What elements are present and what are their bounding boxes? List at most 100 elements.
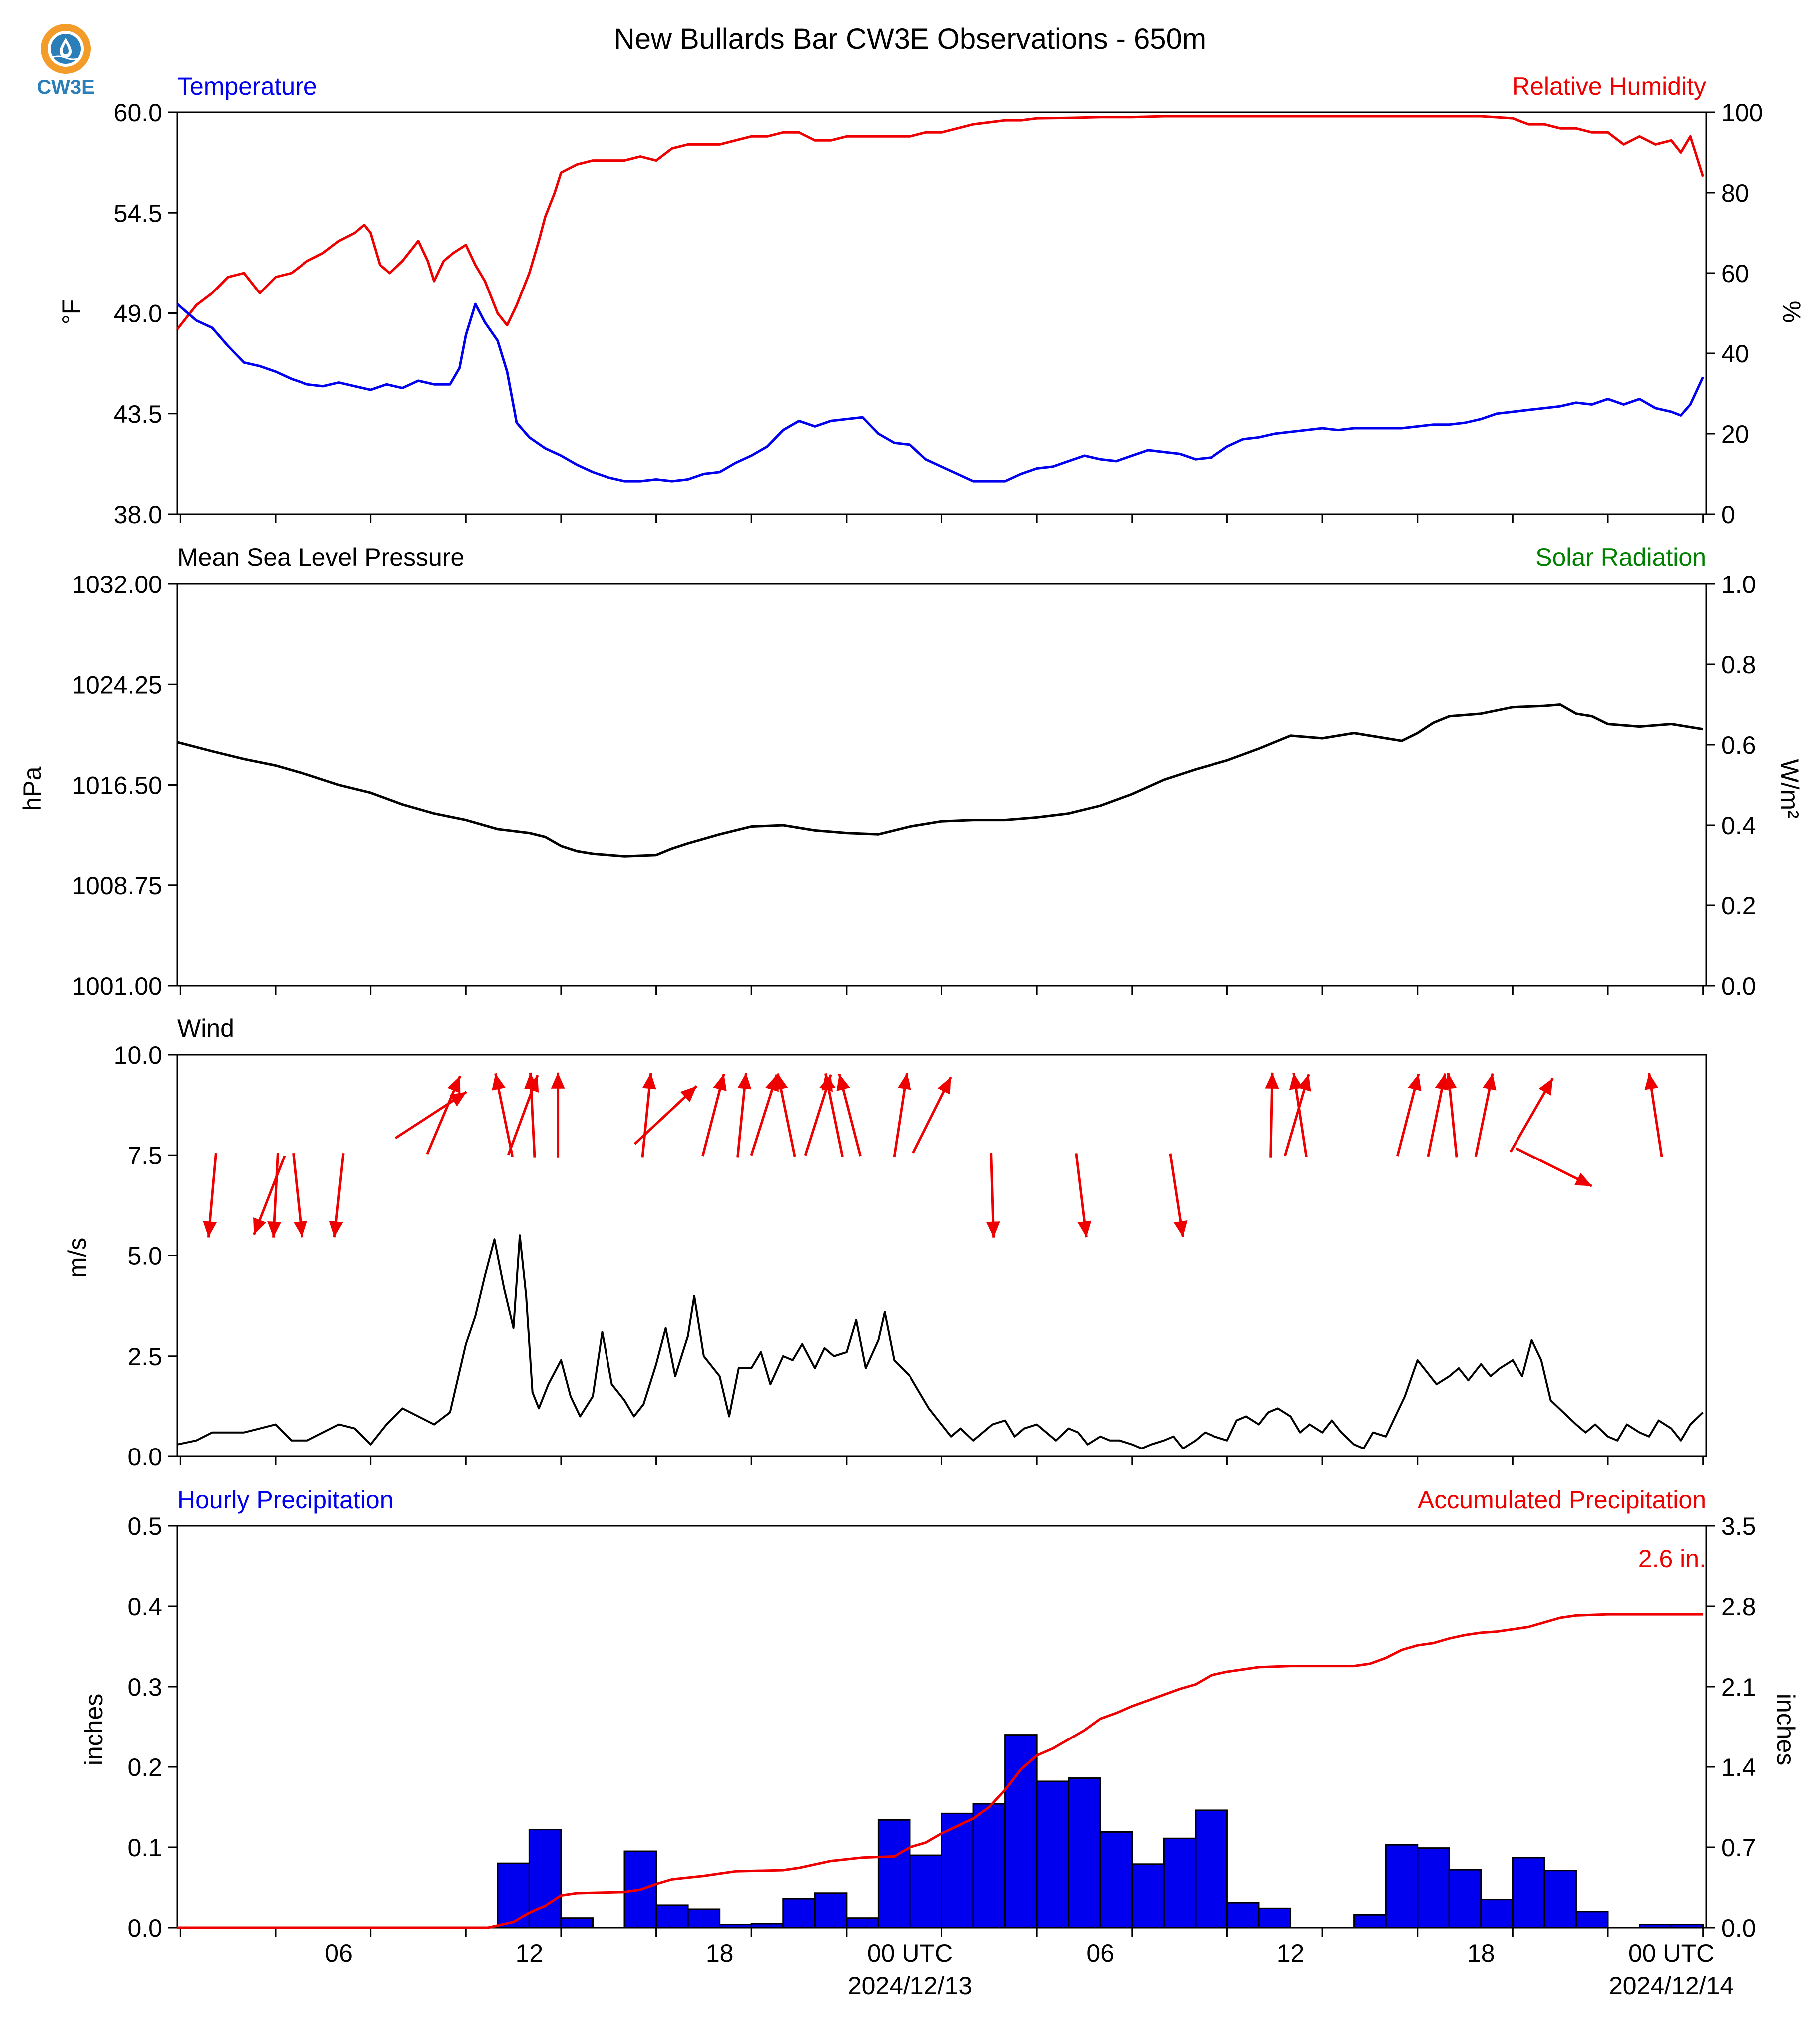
y-right-tick-label: 60 [1721, 260, 1749, 288]
wind-arrow [736, 1072, 752, 1158]
wind-arrow-head [713, 1074, 727, 1091]
wind-arrow [701, 1073, 727, 1157]
wind-arrow-head [449, 1092, 467, 1107]
wind-arrow [329, 1153, 345, 1238]
y-right-tick-label: 0.2 [1721, 892, 1756, 920]
y-left-tick-label: 38.0 [114, 501, 162, 529]
wind-arrow [394, 1091, 468, 1140]
temperature-title: Temperature [177, 72, 317, 100]
cw3e-logo-mark: CW3E [37, 24, 95, 98]
precip-bar [1512, 1857, 1545, 1929]
wind-arrow-head [1538, 1078, 1553, 1096]
wind-arrow [1509, 1077, 1554, 1153]
hourly-precip-title: Hourly Precipitation [177, 1486, 394, 1514]
relative-humidity-line [176, 115, 1704, 330]
precip-bar [1226, 1902, 1260, 1929]
wind-arrow [836, 1073, 862, 1157]
precip-ylabel: inches [80, 1694, 108, 1766]
temperature-line [176, 302, 1704, 483]
chart-title: New Bullards Bar CW3E Observations - 650… [614, 23, 1206, 55]
y-left-tick-label: 7.5 [127, 1142, 162, 1169]
accumulated-precip-line [177, 1613, 1703, 1929]
logo-text: CW3E [37, 76, 95, 98]
precip-bar [1480, 1899, 1514, 1929]
cw3e-logo: CW3E [31, 19, 101, 104]
y-left-tick-label: 43.5 [114, 400, 162, 428]
wind-arrow-head [551, 1072, 565, 1089]
wind-arrow-head [836, 1074, 850, 1091]
precip-bar [750, 1923, 784, 1929]
wind-arrow-head [1574, 1172, 1592, 1186]
precip-bar [972, 1803, 1006, 1929]
x-tick-label: 06 [325, 1939, 353, 1967]
wind-arrow [750, 1074, 779, 1156]
y-right-tick-label: 2.8 [1721, 1593, 1756, 1621]
y-left-tick-label: 0.0 [127, 1914, 162, 1942]
precip-bar [687, 1908, 721, 1929]
wind-arrow-head [1644, 1073, 1659, 1090]
pressure-title: Mean Sea Level Pressure [177, 543, 464, 571]
wind-arrow [1396, 1073, 1422, 1157]
wind-arrow-head [822, 1073, 836, 1091]
temp-frame [176, 111, 1707, 515]
x-tick-label: 06 [1086, 1939, 1114, 1967]
wind-arrow-head [267, 1221, 282, 1238]
wind-arrow [1474, 1073, 1497, 1157]
wind-arrow-head [1265, 1072, 1279, 1089]
y-right-tick-label: 0.7 [1721, 1834, 1756, 1862]
wind-arrow [551, 1072, 565, 1158]
wind-arrow [1443, 1072, 1458, 1158]
wind-arrow [203, 1153, 217, 1238]
wind-arrow-head [1289, 1073, 1303, 1090]
wind-arrow-head [294, 1220, 307, 1238]
precip-bar [560, 1917, 594, 1929]
wind-arrow [492, 1073, 514, 1157]
x-date-label: 2024/12/13 [848, 1972, 972, 2000]
y-left-tick-label: 60.0 [114, 99, 162, 127]
y-right-tick-label: 40 [1721, 340, 1749, 368]
y-left-tick-label: 0.1 [127, 1834, 162, 1862]
precip-bar [814, 1892, 848, 1929]
precip-bar [909, 1854, 942, 1929]
wind-arrow-head [492, 1073, 506, 1091]
y-left-tick-label: 49.0 [114, 300, 162, 328]
precip-bar [1448, 1869, 1482, 1929]
y-left-tick-label: 1001.00 [72, 972, 162, 1000]
y-left-tick-label: 0.0 [127, 1443, 162, 1471]
wind-arrow-head [329, 1220, 343, 1238]
wind-arrow [267, 1153, 282, 1238]
wind-arrow-head [1173, 1220, 1188, 1237]
wind-frame [176, 1054, 1707, 1457]
wind-title: Wind [177, 1014, 234, 1042]
wind-arrow-head [680, 1086, 697, 1102]
precip-bar [1258, 1907, 1292, 1929]
x-tick-label: 18 [1467, 1939, 1495, 1967]
wind-arrow [1515, 1147, 1593, 1187]
precip-bar [1163, 1837, 1197, 1929]
y-left-tick-label: 1016.50 [72, 772, 162, 800]
wind-arrow-head [253, 1217, 267, 1235]
wind-panel: Wind m/s 0.0 2.5 5.0 7.5 10.0 [63, 1014, 1707, 1471]
wind-arrow-head [642, 1073, 656, 1090]
wind-arrow [633, 1085, 698, 1145]
wind-arrow-head [1408, 1074, 1422, 1091]
accum-total-label: 2.6 in. [1638, 1545, 1706, 1573]
wind-arrow [1075, 1153, 1092, 1238]
y-right-tick-label: 1.0 [1721, 571, 1756, 598]
y-left-tick-label: 0.5 [127, 1512, 162, 1540]
wind-arrow [1289, 1073, 1308, 1158]
y-right-tick-label: 0.6 [1721, 731, 1756, 759]
precipitation-panel: Hourly Precipitation Accumulated Precipi… [80, 1486, 1800, 2000]
wind-arrow [986, 1153, 1000, 1238]
precip-bar [1543, 1870, 1577, 1929]
y-right-tick-label: 0 [1721, 501, 1735, 529]
pressure-frame [176, 583, 1707, 987]
precip-bar [1353, 1914, 1387, 1929]
y-left-tick-label: 1024.25 [72, 671, 162, 699]
x-tick-label: 12 [1277, 1939, 1305, 1967]
wind-arrow-head [897, 1073, 911, 1090]
precip-bar [1004, 1734, 1038, 1929]
y-right-tick-label: 3.5 [1721, 1512, 1756, 1540]
accum-precip-title: Accumulated Precipitation [1418, 1486, 1706, 1514]
x-tick-label: 12 [516, 1939, 544, 1967]
